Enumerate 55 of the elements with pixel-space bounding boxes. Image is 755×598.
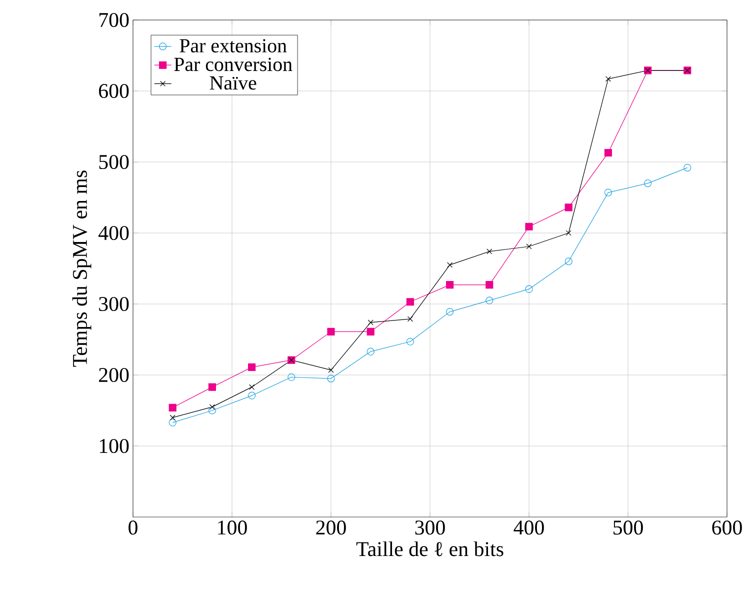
point — [486, 281, 494, 289]
x-tick-label: 500 — [614, 520, 643, 535]
point — [208, 406, 216, 414]
point — [170, 414, 176, 420]
point — [407, 316, 413, 322]
legend-label: Par extension — [180, 39, 287, 52]
point — [368, 320, 374, 326]
point — [406, 298, 414, 306]
point — [406, 338, 414, 346]
x-tick-label: 200 — [316, 520, 346, 535]
legend-label: Par conversion — [174, 58, 292, 72]
point — [564, 258, 572, 266]
point — [327, 374, 335, 382]
point — [327, 328, 335, 336]
legend-label: Naïve — [210, 76, 256, 90]
point — [208, 383, 216, 391]
x-axis-title: Taille de ℓ en bits — [356, 541, 504, 556]
point — [366, 348, 374, 356]
point — [526, 244, 532, 250]
point — [605, 76, 611, 82]
x-tick-label: 100 — [218, 520, 247, 535]
y-tick-label: 600 — [99, 84, 129, 98]
y-axis-title: Temps du SpMV en ms — [72, 170, 92, 367]
point — [328, 367, 334, 373]
point — [486, 296, 494, 304]
y-tick-label: 500 — [99, 154, 129, 170]
point — [366, 328, 374, 336]
point — [249, 384, 255, 390]
y-tick-label: 100 — [100, 438, 129, 454]
point — [684, 164, 692, 172]
point — [248, 363, 256, 371]
point — [604, 148, 612, 157]
point — [525, 285, 533, 293]
point — [248, 392, 256, 400]
point — [209, 404, 215, 410]
point — [566, 230, 572, 236]
point — [604, 188, 612, 196]
x-tick-label: 400 — [514, 520, 544, 535]
point — [447, 262, 453, 268]
y-tick-label: 200 — [99, 368, 129, 382]
point — [525, 222, 533, 230]
point — [644, 180, 652, 188]
point — [564, 204, 572, 212]
point — [446, 308, 454, 316]
x-tick-label: 0 — [128, 520, 138, 535]
point — [168, 418, 176, 426]
point — [168, 404, 176, 412]
x-tick-label: 300 — [415, 520, 445, 535]
y-tick-label: 400 — [98, 226, 129, 240]
y-tick-label: 700 — [99, 12, 129, 28]
x-tick-label: 600 — [712, 520, 742, 535]
point — [288, 373, 296, 381]
point — [486, 248, 492, 254]
y-tick-label: 300 — [99, 296, 129, 312]
point — [446, 281, 454, 289]
